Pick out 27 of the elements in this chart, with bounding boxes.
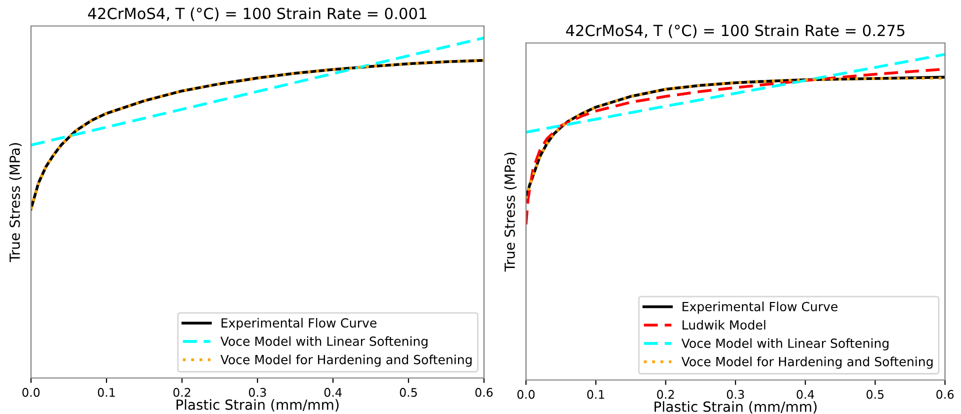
x-tick-label: 0.1	[98, 388, 115, 397]
x-tick-label: 0.2	[657, 390, 674, 399]
legend-label: Voce Model for Hardening and Softening	[681, 356, 933, 369]
x-tick-label: 0.3	[726, 390, 744, 399]
x-tick-label: 0.4	[324, 388, 342, 397]
legend-label: Voce Model with Linear Softening	[681, 338, 888, 350]
legend-label: Experimental Flow Curve	[682, 302, 838, 314]
y-axis-title: True Stress (MPa)	[9, 143, 22, 262]
x-tick-label: 0.5	[866, 390, 884, 399]
x-tick-label: 0.6	[475, 388, 493, 397]
x-axis-title: Plastic Strain (mm/mm)	[176, 399, 339, 412]
x-tick-label: 0.4	[796, 390, 814, 399]
x-tick-label: 0.0	[517, 390, 535, 399]
x-tick-label: 0.2	[173, 388, 190, 397]
legend-label: Voce Model with Linear Softening	[220, 336, 428, 348]
legend-label: Voce Model for Hardening and Softening	[220, 354, 472, 367]
chart-title: 42CrMoS4, T (°C) = 100 Strain Rate = 0.001	[88, 7, 426, 22]
x-tick-label: 0.3	[248, 388, 266, 397]
legend-label: Experimental Flow Curve	[222, 318, 376, 330]
x-tick-label: 0.5	[400, 388, 417, 397]
x-tick-label: 0.1	[587, 390, 604, 399]
x-axis-title: Plastic Strain (mm/mm)	[654, 401, 817, 414]
y-axis-title: True Stress (MPa)	[504, 152, 517, 272]
x-tick-label: 0.0	[22, 388, 40, 397]
x-tick-label: 0.6	[936, 390, 954, 399]
legend-label: Ludwik Model	[682, 320, 766, 330]
chart-title: 42CrMoS4, T (°C) = 100 Strain Rate = 0.275	[566, 24, 904, 38]
